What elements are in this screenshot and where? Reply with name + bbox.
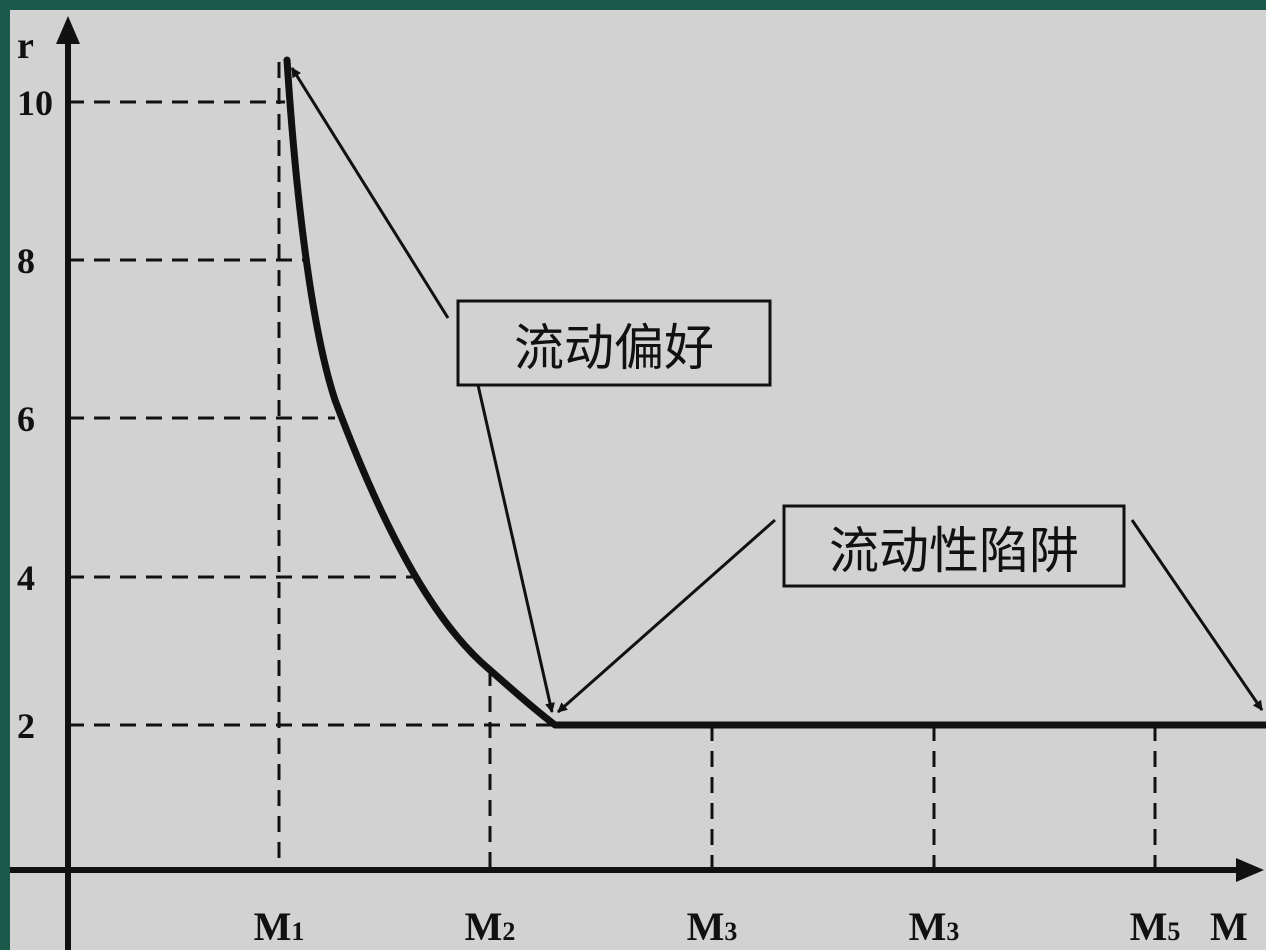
- x-axis-label: M: [1210, 904, 1248, 949]
- arrow-preference-top: [290, 67, 450, 319]
- x-tick-label: M5: [1130, 904, 1181, 949]
- y-tick-label: 4: [17, 558, 35, 598]
- x-tick-label: M1: [254, 904, 305, 949]
- x-axis-arrow: [1236, 858, 1264, 882]
- y-tick-label: 8: [17, 241, 35, 281]
- callout-preference-label: 流动偏好: [514, 319, 714, 377]
- callout-trap-label: 流动性陷阱: [829, 522, 1079, 580]
- x-tick-label: M2: [465, 904, 516, 949]
- x-tick-label: M3: [687, 904, 738, 949]
- diagram-frame: [10, 10, 1266, 950]
- y-axis-label: r: [17, 25, 34, 67]
- x-tick-label: M3: [909, 904, 960, 949]
- liquidity-preference-curve: [283, 56, 559, 729]
- arrow-trap-right: [1130, 519, 1264, 711]
- arrow-trap-left: [557, 518, 776, 714]
- y-axis-arrow: [56, 16, 80, 44]
- callout-preference-box: [456, 299, 772, 387]
- arrow-preference-bottom: [476, 384, 555, 713]
- y-tick-label: 10: [17, 83, 53, 123]
- callout-trap-box: [782, 504, 1126, 588]
- y-tick-label: 6: [17, 399, 35, 439]
- guide-lines: [68, 62, 1157, 868]
- y-tick-label: 2: [17, 706, 35, 746]
